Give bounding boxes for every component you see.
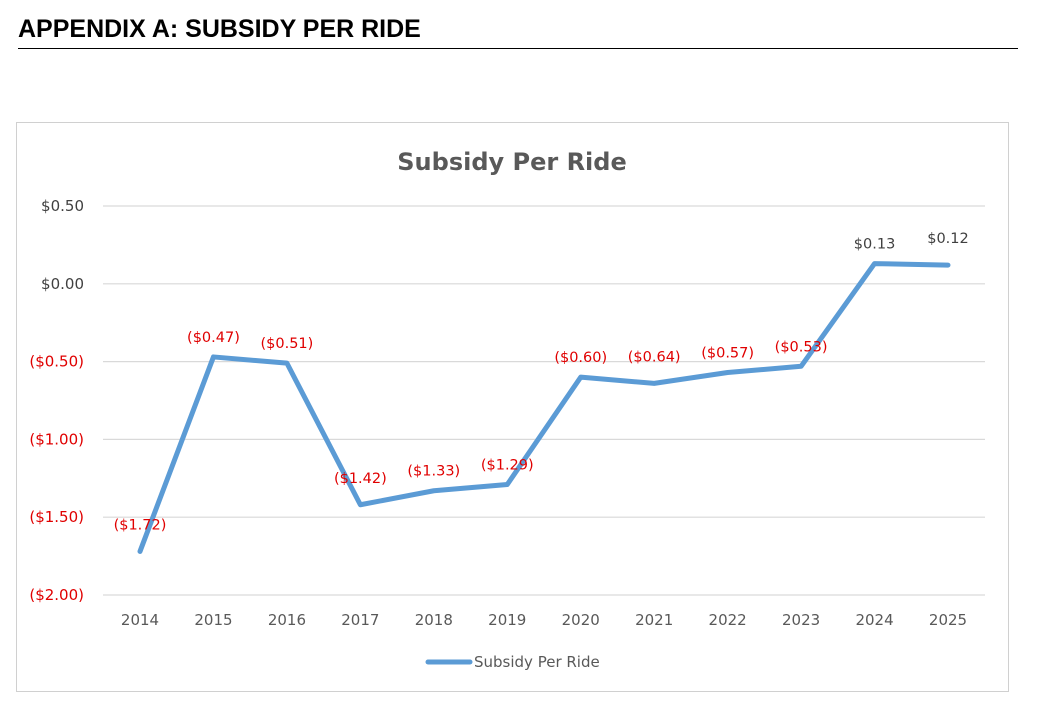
x-axis-tick-labels: 2014 2015 2016 2017 2018 2019 2020 2021 2022 2023… [121,611,967,629]
x-tick-label: 2017 [341,611,379,629]
gridlines [103,205,985,596]
y-tick-label: ($2.00) [29,586,84,604]
x-tick-label: 2016 [268,611,306,629]
data-label: ($0.47) [187,330,240,346]
y-tick-label: ($1.00) [29,430,84,448]
x-tick-label: 2018 [415,611,453,629]
x-tick-label: 2015 [194,611,232,629]
page-heading: APPENDIX A: SUBSIDY PER RIDE [18,14,1018,49]
chart-title: Subsidy Per Ride [397,148,626,176]
y-tick-label: $0.50 [41,197,84,215]
data-label: ($0.60) [554,350,607,366]
chart-frame [16,122,1009,692]
legend: Subsidy Per Ride [425,653,600,671]
x-tick-label: 2022 [709,611,747,629]
data-label: ($1.33) [407,464,460,480]
data-labels: ($1.72) ($0.47) ($0.51) ($1.42) ($1.33) ($1.2… [114,231,969,533]
y-tick-label: ($0.50) [29,353,84,371]
data-label: ($1.42) [334,471,387,487]
y-tick-label: ($1.50) [29,508,84,526]
x-tick-label: 2025 [929,611,967,629]
legend-label: Subsidy Per Ride [474,653,600,671]
data-label: ($0.64) [628,349,681,365]
x-tick-label: 2019 [488,611,526,629]
data-label: ($0.57) [701,345,754,361]
y-axis-tick-labels: $0.50 $0.00 ($0.50) ($1.00) ($1.50) ($2.00) [29,197,84,604]
x-tick-label: 2021 [635,611,673,629]
data-label: ($1.72) [114,517,167,533]
series-line [137,261,951,554]
x-tick-label: 2014 [121,611,159,629]
x-tick-label: 2020 [562,611,600,629]
x-tick-label: 2023 [782,611,820,629]
series-lines [137,261,951,554]
data-label: ($0.51) [260,336,313,352]
data-label: $0.13 [854,237,896,253]
x-tick-label: 2024 [855,611,893,629]
data-label: ($0.53) [775,339,828,355]
y-tick-label: $0.00 [41,275,84,293]
data-label: $0.12 [927,231,969,247]
data-label: ($1.29) [481,458,534,474]
